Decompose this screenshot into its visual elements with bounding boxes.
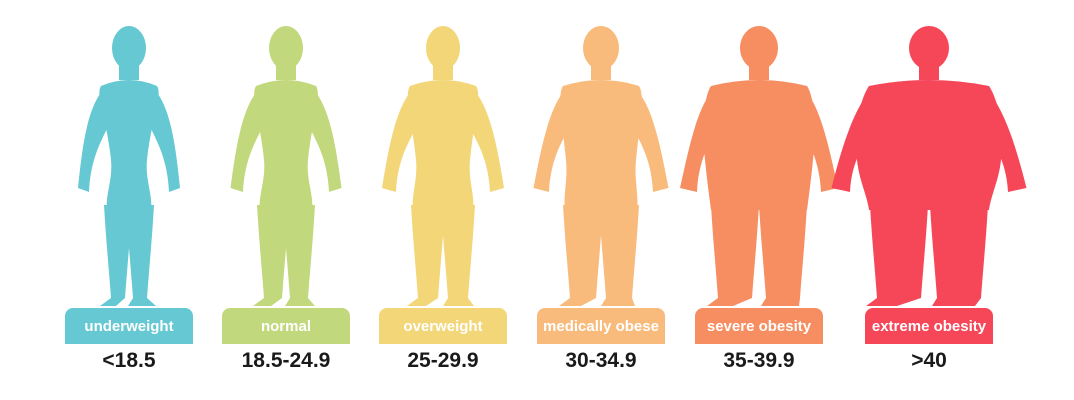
bmi-range: 25-29.9 — [407, 349, 479, 372]
figure-torso — [560, 80, 642, 210]
figure-right-leg — [599, 205, 639, 306]
category-label: severe obesity — [695, 308, 823, 344]
body-figure-medically-obese — [533, 26, 669, 306]
figure-right-leg — [930, 205, 988, 306]
figure-head — [426, 26, 460, 70]
figure-left-leg — [407, 205, 445, 306]
figure-head — [583, 26, 619, 70]
figure-neck — [276, 62, 296, 80]
figure-right-arm — [627, 86, 669, 192]
figure-left-leg — [866, 205, 928, 306]
figure-left-leg — [559, 205, 603, 306]
category-label: overweight — [379, 308, 507, 344]
figure-neck — [919, 62, 939, 80]
body-figure-underweight — [78, 26, 180, 306]
figure-left-arm — [78, 86, 113, 192]
bmi-range: 18.5-24.9 — [241, 349, 331, 372]
figure-left-arm — [831, 86, 881, 192]
figure-left-arm — [533, 86, 575, 192]
figure-neck — [119, 62, 139, 80]
body-figure-normal — [230, 26, 342, 306]
figure-left-arm — [382, 86, 422, 192]
body-figure-extreme-obesity — [831, 26, 1027, 306]
body-figure-overweight — [382, 26, 504, 306]
figure-torso — [407, 80, 479, 210]
bmi-range: <18.5 — [102, 349, 156, 372]
figure-left-arm — [230, 86, 268, 192]
figure-right-leg — [759, 205, 807, 306]
figure-right-leg — [441, 205, 475, 306]
figure-neck — [433, 62, 453, 80]
figure-head — [112, 26, 146, 70]
figure-head — [909, 26, 949, 70]
figure-left-leg — [707, 205, 759, 306]
figure-left-leg — [100, 205, 132, 306]
bmi-range: 30-34.9 — [565, 349, 637, 372]
figure-right-arm — [977, 86, 1027, 192]
figure-right-leg — [283, 205, 315, 306]
figure-torso — [856, 80, 1002, 210]
figure-neck — [591, 62, 611, 80]
figure-left-leg — [253, 205, 289, 306]
figure-right-arm — [464, 86, 504, 192]
category-label: medically obese — [537, 308, 665, 344]
figure-head — [269, 26, 303, 70]
bmi-range: >40 — [911, 349, 947, 372]
figure-left-arm — [680, 86, 723, 192]
figure-right-arm — [304, 86, 342, 192]
figure-head — [740, 26, 778, 70]
category-label: extreme obesity — [865, 308, 993, 344]
bmi-range: 35-39.9 — [723, 349, 795, 372]
body-figure-severe-obesity — [680, 26, 838, 306]
category-label: normal — [222, 308, 350, 344]
category-label: underweight — [65, 308, 193, 344]
figure-torso — [703, 80, 815, 210]
figure-right-arm — [795, 86, 838, 192]
figure-right-leg — [126, 205, 156, 306]
figure-right-arm — [145, 86, 180, 192]
figure-neck — [749, 62, 769, 80]
figure-torso — [254, 80, 318, 210]
figure-torso — [99, 80, 159, 210]
